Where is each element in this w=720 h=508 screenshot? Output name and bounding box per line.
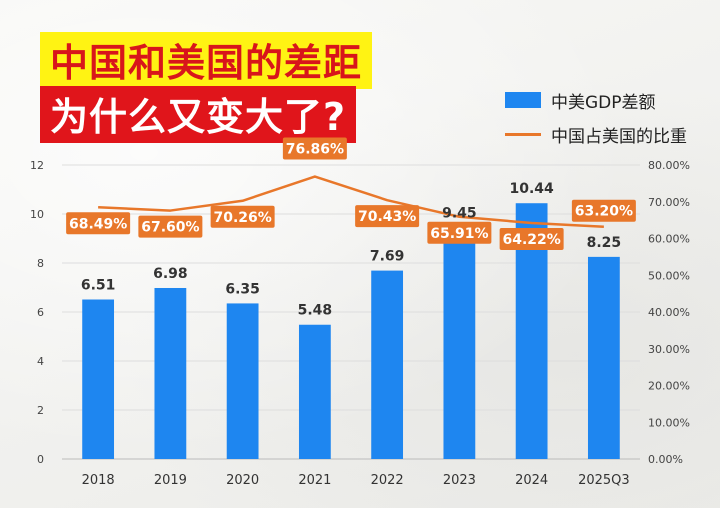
pct-label-box: [571, 199, 636, 222]
series-line: [98, 175, 604, 228]
y-right-tick-label: 60.00%: [648, 233, 690, 246]
pct-label: 70.43%: [358, 209, 416, 225]
pct-label: 65.91%: [430, 226, 488, 242]
title-line-2: 为什么又变大了?: [40, 86, 357, 143]
pct-label: 64.22%: [502, 232, 560, 248]
y-left-tick-label: 2: [37, 404, 44, 417]
pct-label-box: [138, 215, 203, 238]
y-right-tick-label: 10.00%: [648, 416, 690, 429]
y-right-tick-label: 70.00%: [648, 196, 690, 209]
y-left-tick-label: 0: [37, 453, 44, 466]
legend-swatch-line: [505, 132, 541, 136]
y-right-tick-label: 30.00%: [648, 343, 690, 356]
y-left-tick-label: 10: [30, 208, 44, 221]
bar-value-label: 5.48: [298, 303, 333, 319]
bar-value-label: 7.69: [370, 249, 405, 265]
bar-value-label: 6.35: [225, 281, 260, 297]
y-right-tick-label: 80.00%: [648, 159, 690, 172]
pct-label-box: [210, 205, 275, 228]
bar-value-label: 6.98: [153, 266, 188, 282]
y-left-tick-label: 4: [37, 355, 44, 368]
pct-label-box: [427, 221, 492, 244]
bar: [298, 324, 331, 459]
bar: [587, 256, 620, 459]
bar-value-label: 8.25: [587, 235, 622, 251]
x-tick-label: 2018: [82, 473, 115, 488]
bar: [443, 227, 476, 459]
legend: 中美GDP差额 中国占美国的比重: [505, 86, 687, 148]
bar-value-label: 6.51: [81, 278, 116, 294]
legend-swatch-bar: [505, 92, 541, 108]
x-tick-label: 2024: [515, 473, 548, 488]
title-line-1: 中国和美国的差距: [40, 32, 373, 89]
pct-label: 67.60%: [141, 220, 199, 236]
y-right-tick-label: 0.00%: [648, 453, 683, 466]
pct-label: 70.26%: [213, 210, 271, 226]
legend-item-line: 中国占美国的比重: [505, 120, 687, 148]
pct-label-box: [355, 205, 420, 228]
pct-label: 68.49%: [69, 216, 127, 232]
y-left-tick-label: 8: [37, 257, 44, 270]
x-tick-label: 2023: [443, 473, 476, 488]
pct-label: 76.86%: [286, 142, 344, 158]
y-right-tick-label: 50.00%: [648, 269, 690, 282]
legend-item-bar: 中美GDP差额: [505, 86, 687, 114]
bar: [154, 287, 187, 459]
y-left-tick-label: 12: [30, 159, 44, 172]
y-right-tick-label: 40.00%: [648, 306, 690, 319]
pct-label: 63.20%: [575, 204, 633, 220]
bar: [226, 303, 259, 459]
bar: [82, 299, 115, 459]
bar-value-label: 9.45: [442, 205, 477, 221]
legend-bar-label: 中美GDP差额: [551, 92, 656, 113]
pct-label-box: [66, 212, 131, 235]
bar: [371, 270, 404, 459]
x-tick-label: 2025Q3: [578, 473, 630, 488]
bar-value-label: 10.44: [509, 181, 554, 197]
x-tick-label: 2019: [154, 473, 187, 488]
x-tick-label: 2020: [226, 473, 259, 488]
y-left-tick-label: 6: [37, 306, 44, 319]
x-tick-label: 2021: [298, 473, 331, 488]
pct-label-box: [282, 137, 347, 160]
x-tick-label: 2022: [371, 473, 404, 488]
legend-line-label: 中国占美国的比重: [551, 126, 687, 147]
pct-label-box: [499, 227, 564, 250]
y-right-tick-label: 20.00%: [648, 380, 690, 393]
